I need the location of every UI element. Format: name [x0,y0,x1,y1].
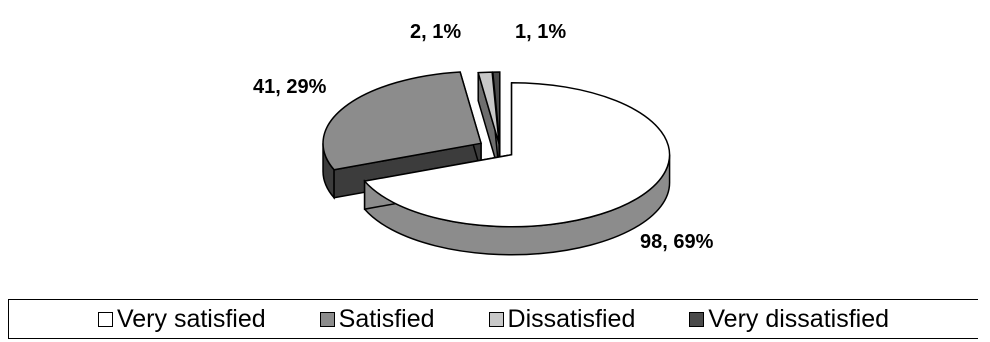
legend-swatch-satisfied [319,311,335,327]
legend-label-satisfied: Satisfied [338,304,435,333]
legend-item-dissatisfied: Dissatisfied [488,304,636,334]
legend-item-satisfied: Satisfied [319,304,435,334]
data-label-very-satisfied: 98, 69% [640,231,714,253]
pie-slices [322,71,671,256]
data-label-very-dissatisfied: 1, 1% [515,21,566,43]
pie-slice-satisfied [322,71,482,171]
legend-label-very-satisfied: Very satisfied [116,304,266,333]
legend-item-very-dissatisfied: Very dissatisfied [689,305,889,334]
data-label-dissatisfied: 2, 1% [410,21,461,43]
legend-item-very-satisfied: Very satisfied [97,304,266,334]
legend-label-dissatisfied: Dissatisfied [507,304,636,333]
legend-label-very-dissatisfied: Very dissatisfied [708,304,890,333]
pie-slice-very-satisfied [363,81,671,228]
legend: Very satisfied Satisfied Dissatisfied Ve… [8,299,978,339]
legend-swatch-very-satisfied [97,311,113,327]
pie-slice-dissatisfied [477,71,500,145]
data-label-satisfied: 41, 29% [253,76,327,98]
legend-swatch-very-dissatisfied [689,311,705,327]
legend-swatch-dissatisfied [488,311,504,327]
